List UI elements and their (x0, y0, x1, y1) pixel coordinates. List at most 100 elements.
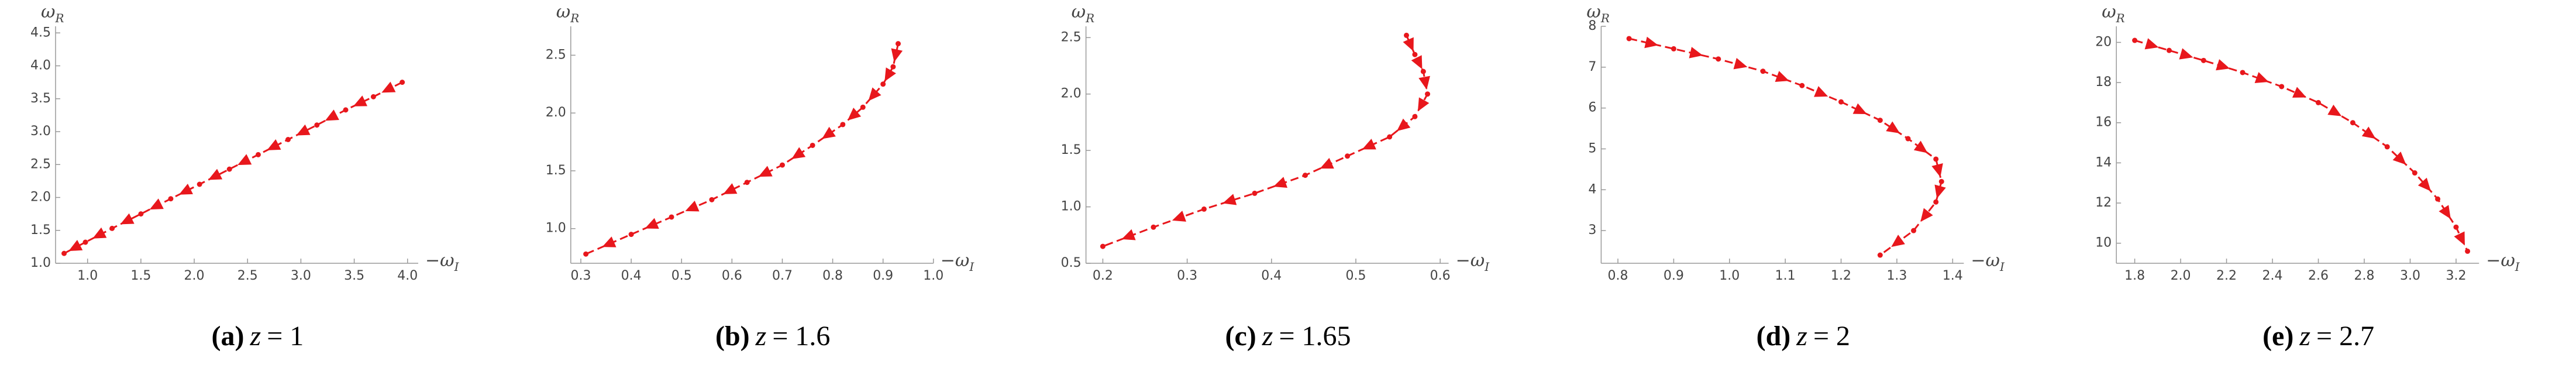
point (860, 104, 866, 110)
arrowhead (1913, 140, 1928, 153)
point (314, 122, 320, 128)
arrowhead (325, 109, 339, 121)
arrowhead (1733, 58, 1748, 70)
x-tick-label: 0.4 (621, 269, 642, 283)
caption-label: (d) (1757, 321, 1791, 352)
x-tick-label: 1.3 (1886, 269, 1907, 283)
point (1100, 243, 1106, 249)
arrowhead (92, 227, 107, 239)
point (2384, 144, 2390, 150)
arrowhead (296, 124, 311, 136)
y-label-sub: R (2116, 11, 2125, 25)
arrowhead (891, 48, 903, 63)
point (1201, 206, 1207, 212)
point (628, 232, 634, 238)
arrowhead (723, 183, 738, 194)
x-tick-label: 1.4 (1943, 269, 1963, 283)
x-label-base: −ω (425, 250, 454, 271)
y-tick-label: 5 (1588, 141, 1596, 156)
point (2350, 120, 2355, 126)
arrowhead (1920, 208, 1933, 222)
point (400, 80, 405, 85)
x-label-sub: I (1999, 260, 2005, 274)
arrowhead (1418, 75, 1430, 90)
point (197, 181, 202, 187)
y-tick-label: 3.0 (30, 124, 51, 139)
point (880, 81, 886, 87)
x-axis-label: −ωI (941, 250, 975, 274)
point (1420, 68, 1426, 74)
x-tick-label: 2.4 (2262, 269, 2283, 283)
y-axis-label: ωR (556, 2, 580, 25)
x-tick-label: 0.9 (873, 269, 893, 283)
y-tick-label: 1.5 (546, 163, 566, 178)
y-axis-label: ωR (1072, 2, 1095, 25)
point (2200, 57, 2206, 63)
y-tick-label: 2.0 (30, 190, 51, 205)
x-tick-label: 1.5 (130, 269, 151, 283)
x-tick-label: 1.1 (1775, 269, 1796, 283)
arrowhead (2216, 59, 2230, 71)
arrowhead (2144, 38, 2159, 50)
y-tick-label: 1.5 (1061, 143, 1082, 157)
point (138, 211, 144, 217)
caption-var: z (250, 321, 261, 352)
arrowhead (1852, 103, 1867, 115)
point (1425, 91, 1431, 97)
x-tick-label: 0.6 (1430, 269, 1451, 283)
arrowhead (1121, 229, 1136, 240)
arrowhead (267, 139, 281, 150)
arrowhead (120, 213, 135, 225)
x-tick-label: 1.2 (1831, 269, 1851, 283)
point (2453, 224, 2459, 230)
y-label-sub: R (54, 11, 64, 25)
x-tick-label: 1.0 (77, 269, 98, 283)
arrowhead (2417, 177, 2431, 191)
x-tick-label: 0.4 (1261, 269, 1282, 283)
x-label-sub: I (2515, 260, 2520, 274)
x-tick-label: 1.0 (923, 269, 943, 283)
point (255, 152, 261, 157)
caption-rest: = 1.6 (772, 321, 830, 352)
y-label-sub: R (570, 11, 579, 25)
arrowhead (1814, 86, 1828, 97)
y-tick-label: 1.0 (546, 221, 566, 236)
x-tick-label: 1.8 (2124, 269, 2145, 283)
caption-label: (b) (715, 321, 750, 352)
arrowhead (868, 87, 881, 101)
y-tick-label: 16 (2095, 115, 2112, 130)
x-label-sub: I (1484, 260, 1490, 274)
x-tick-label: 0.9 (1664, 269, 1684, 283)
caption-var: z (1262, 321, 1273, 352)
x-tick-label: 4.0 (397, 269, 418, 283)
arrowhead (645, 218, 659, 229)
panel: 0.2 0.3 0.4 0.5 0.6 0.5 1.0 1.5 2.0 2.5 ωR −ωI (c) z =… (1061, 2, 1490, 352)
point (2166, 47, 2172, 53)
x-tick-label: 3.0 (2400, 269, 2420, 283)
y-tick-label: 6 (1588, 101, 1596, 115)
y-tick-label: 1.0 (1061, 200, 1082, 214)
point (2435, 196, 2441, 202)
arrowhead (602, 236, 617, 247)
point (2316, 99, 2322, 105)
y-tick-label: 2.5 (546, 47, 566, 62)
point (840, 122, 846, 128)
arrowhead (178, 183, 193, 195)
x-tick-label: 0.3 (571, 269, 591, 283)
x-label-base: −ω (2486, 250, 2515, 271)
y-tick-label: 2.5 (1061, 30, 1082, 44)
x-tick-label: 3.0 (291, 269, 311, 283)
x-tick-label: 3.2 (2446, 269, 2466, 283)
arrowhead (1886, 121, 1900, 133)
point (1412, 114, 1418, 119)
x-label-sub: I (969, 260, 974, 274)
point (109, 225, 115, 231)
y-tick-label: 4.5 (30, 25, 51, 40)
point (1877, 118, 1883, 123)
y-tick-label: 7 (1588, 60, 1596, 74)
x-tick-label: 0.2 (1093, 269, 1113, 283)
y-tick-label: 20 (2095, 35, 2112, 49)
y-axis-label: ωR (2102, 2, 2125, 25)
point (583, 251, 589, 257)
caption-rest: = 1 (267, 321, 304, 352)
